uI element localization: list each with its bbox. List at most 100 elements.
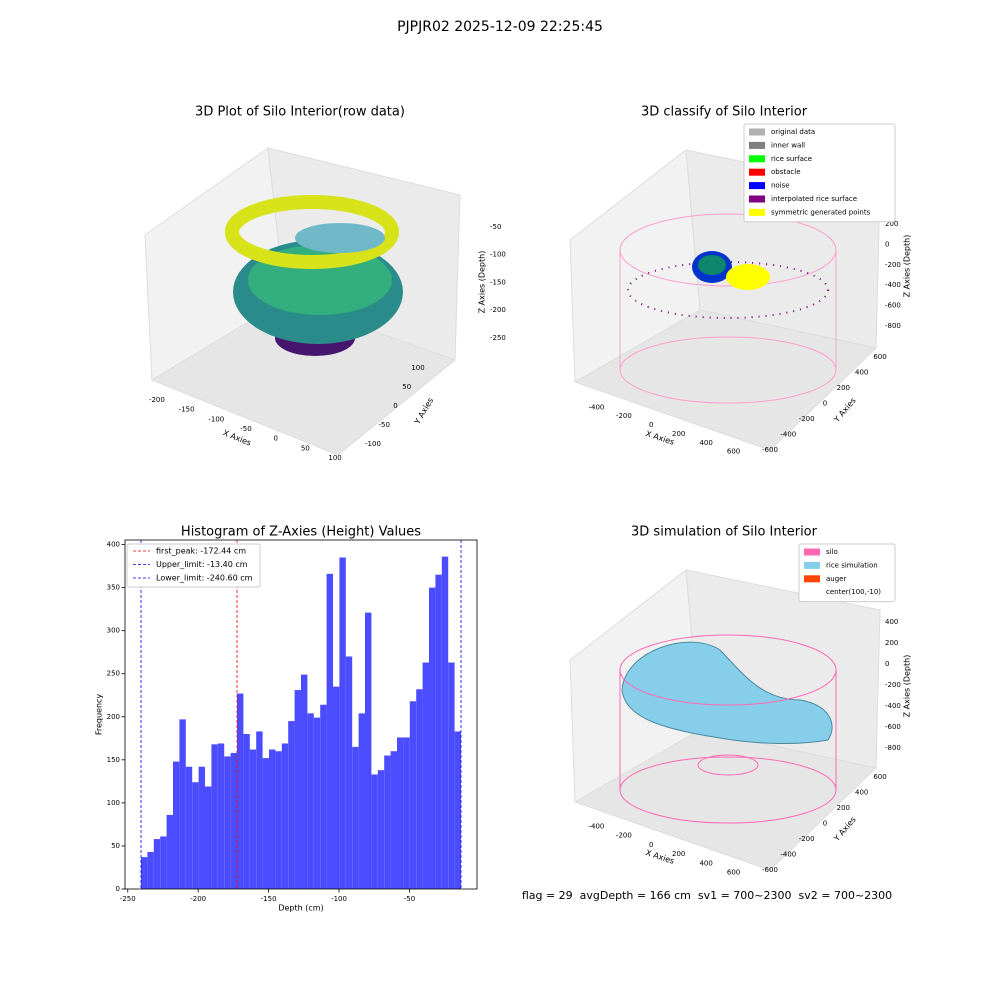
- y-tick-label: -600: [762, 866, 778, 874]
- bar: [422, 662, 429, 889]
- legend-label: rice simulation: [826, 561, 878, 569]
- legend-label: Lower_limit: -240.60 cm: [156, 574, 253, 583]
- bar: [429, 587, 436, 889]
- legend-label: original data: [771, 128, 815, 136]
- legend-swatch: [749, 155, 765, 163]
- y-tick-label: 0: [116, 885, 120, 893]
- bar: [153, 839, 161, 889]
- y-tick-label: 200: [837, 804, 850, 812]
- x-tick-label: -150: [261, 895, 277, 903]
- y-tick-label: 50: [402, 383, 411, 391]
- x-tick-label: -200: [616, 832, 632, 840]
- x-tick-label: -400: [589, 403, 605, 411]
- y-tick-label: -50: [379, 421, 390, 429]
- z-tick-label: 0: [885, 660, 889, 668]
- x-axis-label: X Axies: [645, 848, 676, 866]
- y-tick-label: 100: [411, 364, 424, 372]
- y-tick-label: 200: [837, 384, 850, 392]
- y-axis-label: Frequency: [95, 694, 104, 736]
- bar: [243, 734, 250, 889]
- bar: [288, 721, 295, 889]
- legend-label: center(100,-10): [826, 588, 881, 596]
- bar: [217, 743, 225, 889]
- y-tick-label: -600: [762, 446, 778, 454]
- y-tick-label: 300: [107, 627, 120, 635]
- legend-swatch: [749, 128, 765, 136]
- z-axis-label: Z Axies (Depth): [903, 655, 912, 718]
- bar: [397, 737, 404, 889]
- z-tick-label: -400: [885, 281, 901, 289]
- bar: [409, 701, 417, 889]
- bar: [384, 755, 391, 889]
- chart-title: 3D classify of Silo Interior: [641, 105, 808, 120]
- y-tick-label: 250: [107, 670, 120, 678]
- y-tick-label: 600: [873, 773, 886, 781]
- z-tick-label: -400: [885, 702, 901, 710]
- bar: [185, 766, 193, 889]
- y-axis-label: Y Axies: [832, 815, 858, 844]
- z-tick-label: 0: [885, 240, 889, 248]
- y-tick-label: -200: [799, 415, 815, 423]
- chart-title: 3D simulation of Silo Interior: [631, 525, 818, 540]
- bar: [365, 612, 372, 889]
- bar: [301, 674, 308, 889]
- z-tick-label: 200: [885, 639, 898, 647]
- x-tick-label: 600: [727, 448, 740, 456]
- x-tick-label: -200: [149, 396, 165, 404]
- x-tick-label: 200: [672, 850, 685, 858]
- legend-swatch: [749, 168, 765, 176]
- y-tick-label: -100: [365, 440, 381, 448]
- y-tick-label: -200: [799, 835, 815, 843]
- bar: [339, 557, 346, 889]
- z-tick-label: -200: [885, 681, 901, 689]
- legend-label: silo: [826, 548, 838, 556]
- bar: [454, 731, 461, 889]
- panes-4: [569, 569, 881, 871]
- legend-swatch: [749, 182, 765, 190]
- legend-label: first_peak: -172.44 cm: [156, 547, 246, 556]
- bar: [230, 752, 237, 889]
- x-tick-label: 100: [328, 454, 341, 462]
- x-tick-label: -100: [208, 415, 224, 423]
- legend-box: [126, 543, 261, 588]
- figure-title: PJPJR02 2025-12-09 22:25:45: [397, 19, 603, 35]
- bar: [352, 746, 359, 889]
- legend-label: Upper_limit: -13.40 cm: [156, 560, 248, 569]
- z-tick-label: -100: [490, 251, 506, 259]
- z-tick-label: -600: [885, 723, 901, 731]
- z-tick-label: 200: [885, 220, 898, 228]
- bar: [294, 690, 301, 889]
- z-tick-label: -250: [490, 334, 506, 342]
- footer: flag = 29 avgDepth = 166 cm sv1 = 700~23…: [522, 889, 892, 902]
- legend-box: [798, 543, 896, 603]
- x-tick-label: 600: [727, 868, 740, 876]
- bar: [441, 556, 449, 889]
- y-tick-label: 400: [107, 541, 120, 549]
- chart-title: 3D Plot of Silo Interior(row data): [195, 105, 405, 120]
- z-tick-label: -200: [885, 261, 901, 269]
- x-tick-label: -250: [120, 895, 136, 903]
- x-tick-label: -100: [331, 895, 347, 903]
- x-tick-label: -50: [404, 895, 415, 903]
- z-axis-label: Z Axies (Depth): [478, 251, 487, 314]
- bar: [237, 693, 244, 889]
- x-tick-label: 0: [649, 841, 653, 849]
- legend-label: interpolated rice surface: [771, 195, 857, 203]
- y-tick-label: 200: [107, 713, 120, 721]
- z-tick-label: -150: [490, 278, 506, 286]
- z-tick-label: 400: [885, 618, 898, 626]
- x-tick-label: 400: [699, 859, 712, 867]
- y-tick-label: 400: [855, 369, 868, 377]
- bar: [173, 761, 180, 889]
- legend-label: noise: [771, 182, 790, 190]
- y-tick-label: 150: [107, 756, 120, 764]
- x-axis-label: X Axies: [645, 429, 676, 447]
- y-tick-label: 100: [107, 799, 120, 807]
- bar: [281, 743, 289, 889]
- legend-swatch: [749, 195, 765, 203]
- z-axis-label: Z Axies (Depth): [903, 235, 912, 298]
- bar: [166, 814, 173, 889]
- y-tick-label: 400: [855, 789, 868, 797]
- legend-swatch: [749, 208, 765, 216]
- legend-label: obstacle: [771, 168, 801, 176]
